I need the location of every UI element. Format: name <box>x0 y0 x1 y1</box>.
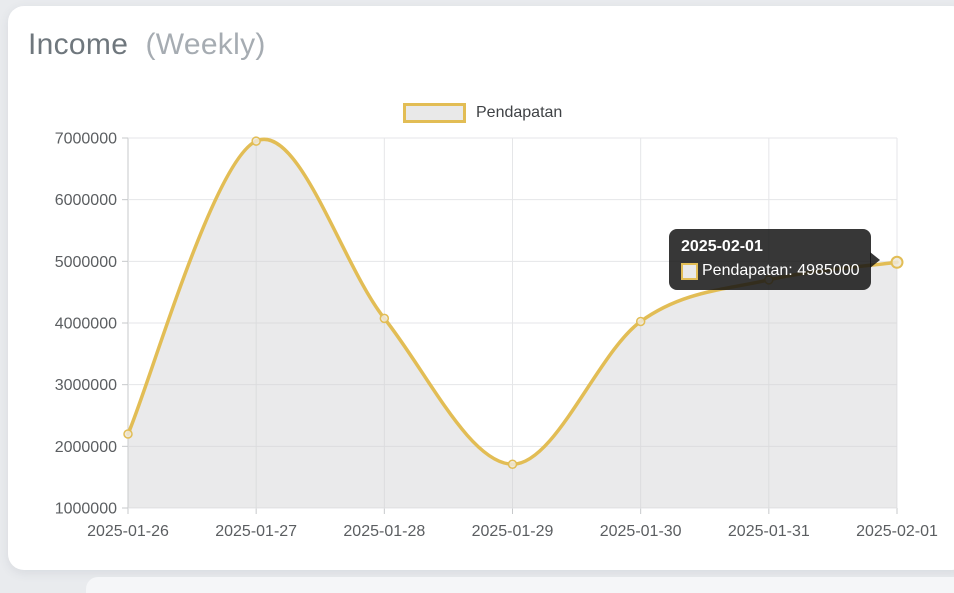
y-axis-label: 2000000 <box>55 439 117 456</box>
x-axis-label: 2025-01-29 <box>472 523 554 540</box>
tooltip-title: 2025-02-01 <box>681 238 763 255</box>
x-axis-label: 2025-01-27 <box>215 523 297 540</box>
data-point[interactable] <box>251 136 261 146</box>
x-axis-label: 2025-02-01 <box>856 523 938 540</box>
x-axis-label: 2025-01-26 <box>87 523 169 540</box>
y-axis-label: 1000000 <box>55 501 117 518</box>
legend-label: Pendapatan <box>476 104 563 121</box>
data-point-active[interactable] <box>890 255 904 269</box>
area-fill <box>128 139 897 508</box>
legend-item-pendapatan[interactable]: Pendapatan <box>403 103 562 123</box>
tooltip-caret <box>870 251 881 268</box>
data-point[interactable] <box>123 429 133 439</box>
page-title: Income (Weekly) <box>28 28 266 62</box>
tooltip-series-swatch <box>681 262 698 280</box>
x-axis-label: 2025-01-30 <box>600 523 682 540</box>
data-point[interactable] <box>635 316 646 327</box>
y-axis-label: 4000000 <box>55 316 117 333</box>
y-axis-label: 3000000 <box>55 377 117 394</box>
y-axis-label: 7000000 <box>55 131 117 148</box>
card-subtitle: (Weekly) <box>145 28 266 61</box>
y-axis-label: 6000000 <box>55 192 117 209</box>
legend-swatch <box>403 103 466 123</box>
x-axis-label: 2025-01-28 <box>343 523 425 540</box>
card-title: Income <box>28 28 129 61</box>
y-axis-label: 5000000 <box>55 254 117 271</box>
data-point[interactable] <box>379 313 390 324</box>
x-axis-label: 2025-01-31 <box>728 523 810 540</box>
chart-tooltip: 2025-02-01 Pendapatan: 4985000 <box>669 229 881 290</box>
data-point[interactable] <box>507 459 518 469</box>
tooltip-value-text: Pendapatan: 4985000 <box>702 262 860 279</box>
